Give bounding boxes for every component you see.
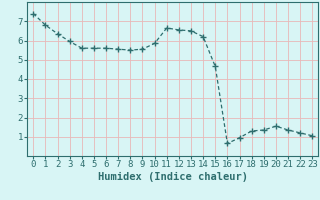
- X-axis label: Humidex (Indice chaleur): Humidex (Indice chaleur): [98, 172, 248, 182]
